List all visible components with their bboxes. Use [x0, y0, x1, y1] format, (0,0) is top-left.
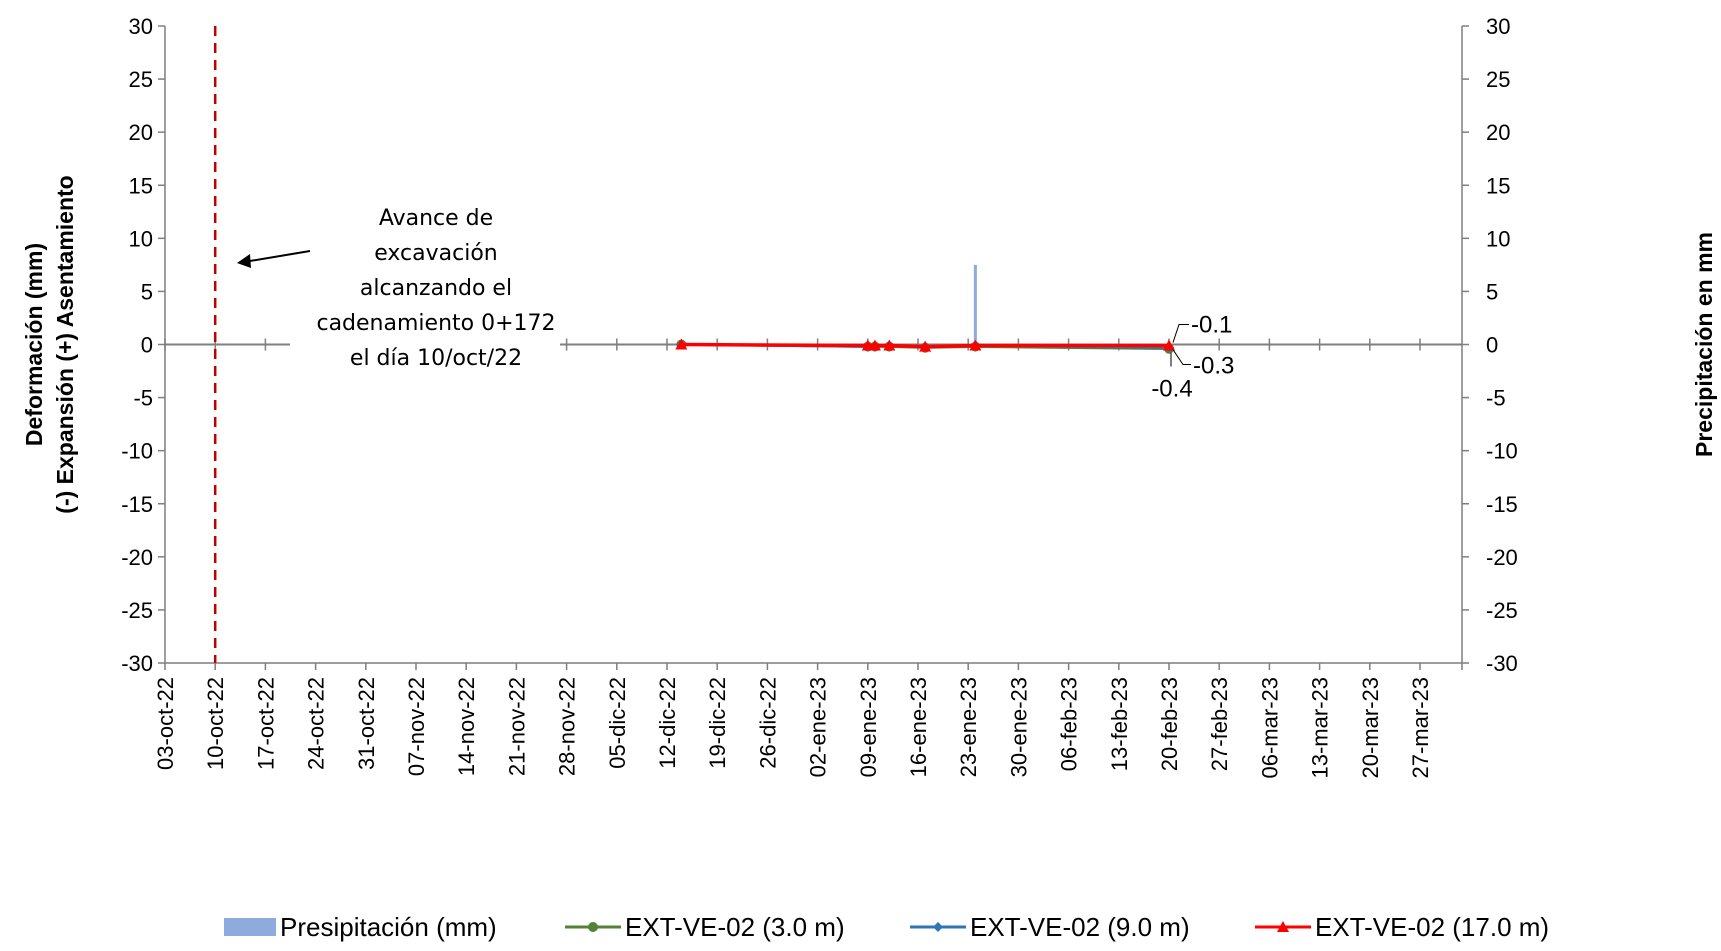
series-point [919, 340, 932, 352]
legend-swatch [224, 918, 276, 936]
y-tick-label-left: 15 [129, 173, 153, 198]
y-axis-title-line1: Deformación (mm) [21, 243, 47, 446]
y-axis-title-line2: (-) Expansión (+) Asentamiento [52, 175, 78, 513]
series-point [883, 339, 896, 351]
x-tick-label: 27-mar-23 [1408, 677, 1433, 778]
annotation-box [290, 186, 560, 376]
series-point [675, 338, 688, 350]
annotation-line: Avance de [379, 206, 493, 231]
series-point [1163, 339, 1175, 351]
annotation-line: alcanzando el [360, 276, 512, 301]
x-tick-label: 26-dic-22 [755, 677, 780, 769]
y-tick-label-right: 30 [1486, 14, 1510, 39]
data-label: -0.4 [1151, 376, 1192, 403]
y-tick-label-left: -15 [121, 492, 153, 517]
x-tick-label: 06-mar-23 [1257, 677, 1282, 778]
series-2 [675, 338, 1175, 352]
series-point [868, 339, 881, 351]
x-tick-label: 30-ene-23 [1006, 677, 1031, 777]
y-tick-label-left: 10 [129, 226, 153, 251]
x-tick-label: 20-mar-23 [1358, 677, 1383, 778]
x-tick-label: 27-feb-23 [1207, 677, 1232, 771]
legend-item-3: EXT-VE-02 (17.0 m) [1255, 912, 1549, 942]
y-tick-label-right: -25 [1486, 598, 1518, 623]
y-tick-label-right: -20 [1486, 545, 1518, 570]
y-tick-label-right: 15 [1486, 173, 1510, 198]
annotation-line: el día 10/oct/22 [350, 346, 522, 371]
legend-item-1: EXT-VE-02 (3.0 m) [565, 912, 845, 942]
x-tick-label: 23-ene-23 [956, 677, 981, 777]
precipitation-bar [973, 264, 977, 345]
y-tick-label-right: 20 [1486, 120, 1510, 145]
annotation-arrow [243, 250, 311, 263]
y-tick-label-left: -10 [121, 439, 153, 464]
legend-marker [588, 922, 598, 932]
y-tick-label-left: 5 [141, 279, 153, 304]
series-point [969, 339, 982, 351]
x-tick-label: 13-mar-23 [1308, 677, 1333, 778]
annotation-arrowhead [237, 254, 251, 268]
x-tick-label: 07-nov-22 [404, 677, 429, 776]
x-tick-label: 17-oct-22 [253, 677, 278, 770]
x-tick-label: 13-feb-23 [1107, 677, 1132, 771]
y-tick-label-left: -20 [121, 545, 153, 570]
x-tick-label: 19-dic-22 [705, 677, 730, 769]
x-tick-label: 21-nov-22 [504, 677, 529, 776]
y-tick-label-left: -30 [121, 651, 153, 676]
y-tick-label-right: 10 [1486, 226, 1510, 251]
y-tick-label-left: -25 [121, 598, 153, 623]
x-tick-label: 05-dic-22 [605, 677, 630, 769]
data-label-leader [1172, 349, 1191, 365]
x-tick-label: 02-ene-23 [806, 677, 831, 777]
x-tick-label: 12-dic-22 [655, 677, 680, 769]
x-tick-label: 10-oct-22 [203, 677, 228, 770]
legend-item-0: Presipitación (mm) [224, 912, 497, 942]
x-tick-label: 09-ene-23 [856, 677, 881, 777]
x-tick-label: 16-ene-23 [906, 677, 931, 777]
x-tick-label: 14-nov-22 [454, 677, 479, 776]
data-label: -0.3 [1193, 353, 1234, 380]
data-label-leader [1172, 324, 1189, 343]
legend-marker [1277, 921, 1289, 932]
y-tick-label-left: 30 [129, 14, 153, 39]
y-tick-label-right: -15 [1486, 492, 1518, 517]
y-tick-label-left: 0 [141, 333, 153, 358]
y-tick-label-right: -30 [1486, 651, 1518, 676]
legend-marker [933, 922, 943, 932]
legend-label: EXT-VE-02 (17.0 m) [1315, 912, 1549, 942]
y-tick-label-left: 25 [129, 67, 153, 92]
x-tick-label: 28-nov-22 [555, 677, 580, 776]
annotation-line: excavación [374, 241, 497, 266]
x-tick-label: 06-feb-23 [1057, 677, 1082, 771]
y2-axis-title: Precipitación en mm [1691, 232, 1717, 457]
y-tick-label-right: -10 [1486, 439, 1518, 464]
x-tick-label: 31-oct-22 [354, 677, 379, 770]
legend-label: EXT-VE-02 (3.0 m) [625, 912, 845, 942]
data-label: -0.1 [1191, 312, 1232, 339]
annotation-line: cadenamiento 0+172 [316, 311, 555, 336]
legend-label: EXT-VE-02 (9.0 m) [970, 912, 1190, 942]
y-tick-label-right: 0 [1486, 333, 1498, 358]
y-tick-label-right: 5 [1486, 279, 1498, 304]
legend-label: Presipitación (mm) [280, 912, 497, 942]
y-tick-label-right: 25 [1486, 67, 1510, 92]
y-tick-label-left: 20 [129, 120, 153, 145]
legend-item-2: EXT-VE-02 (9.0 m) [910, 912, 1190, 942]
x-tick-label: 03-oct-22 [153, 677, 178, 770]
x-tick-label: 20-feb-23 [1157, 677, 1182, 771]
y-tick-label-right: -5 [1486, 386, 1506, 411]
y-tick-label-left: -5 [133, 386, 153, 411]
x-tick-label: 24-oct-22 [304, 677, 329, 770]
